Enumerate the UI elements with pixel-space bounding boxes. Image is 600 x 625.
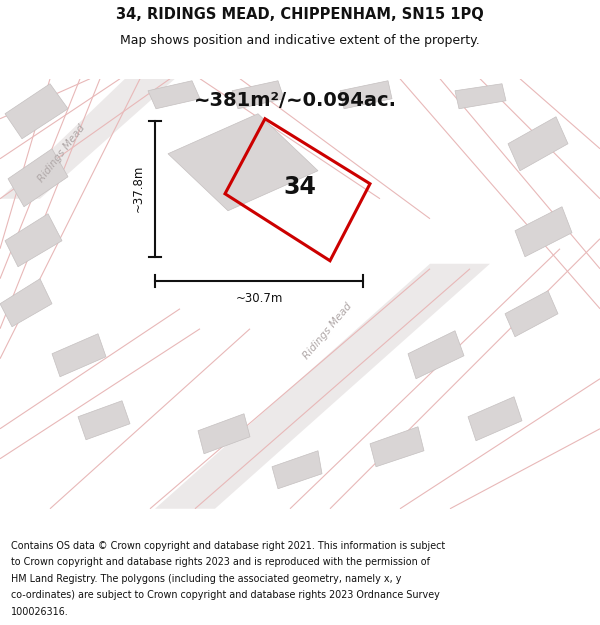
Polygon shape	[155, 264, 490, 509]
Polygon shape	[232, 81, 284, 109]
Text: ~381m²/~0.094ac.: ~381m²/~0.094ac.	[193, 91, 397, 110]
Polygon shape	[5, 214, 62, 267]
Polygon shape	[515, 207, 572, 257]
Polygon shape	[0, 279, 52, 327]
Polygon shape	[0, 79, 175, 199]
Polygon shape	[468, 397, 522, 441]
Polygon shape	[198, 414, 250, 454]
Text: to Crown copyright and database rights 2023 and is reproduced with the permissio: to Crown copyright and database rights 2…	[11, 558, 430, 568]
Text: Map shows position and indicative extent of the property.: Map shows position and indicative extent…	[120, 34, 480, 47]
Text: Ridings Mead: Ridings Mead	[37, 123, 88, 184]
Polygon shape	[508, 117, 568, 171]
Polygon shape	[5, 84, 68, 139]
Polygon shape	[52, 334, 106, 377]
Polygon shape	[168, 114, 318, 211]
Polygon shape	[455, 84, 506, 109]
Polygon shape	[340, 81, 392, 109]
Text: ~30.7m: ~30.7m	[235, 292, 283, 305]
Polygon shape	[272, 451, 322, 489]
Text: Ridings Mead: Ridings Mead	[302, 301, 354, 361]
Text: ~37.8m: ~37.8m	[131, 165, 145, 212]
Polygon shape	[78, 401, 130, 440]
Text: 100026316.: 100026316.	[11, 607, 68, 617]
Text: 34: 34	[284, 175, 316, 199]
Polygon shape	[408, 331, 464, 379]
Text: co-ordinates) are subject to Crown copyright and database rights 2023 Ordnance S: co-ordinates) are subject to Crown copyr…	[11, 590, 440, 600]
Polygon shape	[148, 81, 200, 109]
Text: HM Land Registry. The polygons (including the associated geometry, namely x, y: HM Land Registry. The polygons (includin…	[11, 574, 401, 584]
Polygon shape	[8, 149, 68, 207]
Text: Contains OS data © Crown copyright and database right 2021. This information is : Contains OS data © Crown copyright and d…	[11, 541, 445, 551]
Polygon shape	[370, 427, 424, 467]
Polygon shape	[505, 291, 558, 337]
Text: 34, RIDINGS MEAD, CHIPPENHAM, SN15 1PQ: 34, RIDINGS MEAD, CHIPPENHAM, SN15 1PQ	[116, 8, 484, 22]
